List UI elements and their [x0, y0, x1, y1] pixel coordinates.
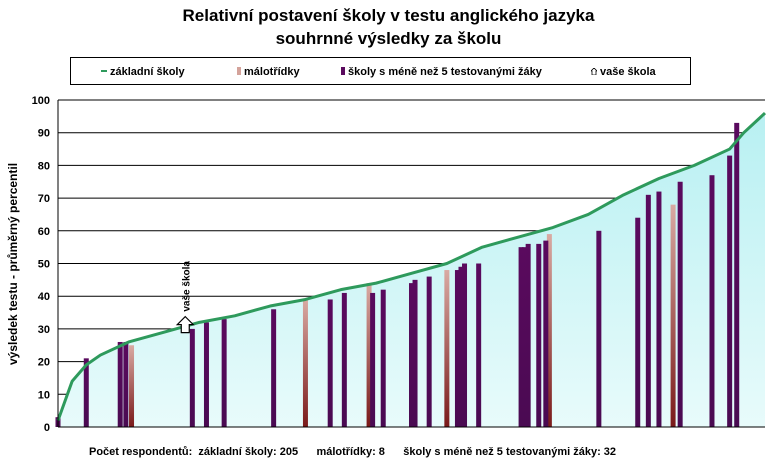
footer-prefix: Počet respondentů: [89, 446, 193, 458]
few-pupils-school-bar [525, 243, 531, 427]
y-tick-label: 40 [38, 291, 50, 303]
chart-subtitle: souhrnné výsledky za školu [275, 29, 502, 48]
few-pupils-school-bar [83, 358, 89, 427]
y-tick-label: 50 [38, 259, 50, 271]
few-pupils-school-bar [709, 175, 715, 427]
y-tick-label: 0 [44, 422, 50, 434]
few-pupils-school-bar [380, 289, 386, 427]
legend-swatch-small [237, 67, 241, 75]
few-pupils-school-bar [189, 328, 195, 427]
y-tick-label: 70 [38, 193, 50, 205]
few-pupils-school-bar [518, 247, 524, 427]
small-school-bar [302, 299, 308, 427]
legend-label-your-school: vaše škola [600, 66, 656, 78]
few-pupils-school-bar [462, 263, 468, 427]
chart-title: Relativní postavení školy v testu anglic… [182, 6, 595, 25]
y-tick-labels: 0 10 20 30 40 50 60 70 80 90 100 [32, 95, 50, 434]
few-pupils-school-bar [409, 283, 414, 427]
y-tick-label: 60 [38, 226, 50, 238]
bars-layer [55, 122, 740, 427]
few-pupils-school-bar [203, 322, 209, 427]
axes [57, 100, 765, 428]
house-arrow-icon [175, 315, 195, 334]
few-pupils-school-bar [458, 266, 464, 427]
legend-label-small: málotřídky [244, 66, 300, 78]
few-pupils-school-bar [727, 155, 733, 427]
y-tick-label: 30 [38, 324, 50, 336]
your-school-marker: vaše škola [175, 261, 195, 334]
legend-label-few: školy s méně než 5 testovanými žáky [348, 66, 542, 78]
few-pupils-school-bar [476, 263, 482, 427]
small-school-bar [129, 345, 135, 427]
few-pupils-school-bar [123, 341, 129, 427]
chart-legend: základní školy málotřídky školy s méně n… [70, 57, 691, 85]
few-pupils-school-bar [645, 194, 651, 427]
few-pupils-school-bar [522, 247, 528, 427]
legend-item-small: málotřídky [237, 66, 300, 78]
few-pupils-school-bar [426, 276, 432, 427]
basic-schools-line [56, 111, 767, 421]
few-pupils-school-bar [596, 230, 602, 427]
few-pupils-school-bar [543, 240, 549, 427]
few-pupils-school-bar [271, 309, 277, 427]
few-pupils-school-bar [677, 181, 683, 427]
few-pupils-school-bar [327, 299, 333, 427]
y-tick-label: 10 [38, 389, 50, 401]
legend-swatch-basic [101, 70, 107, 72]
area-layer [58, 113, 765, 427]
small-school-bar [670, 204, 676, 427]
few-pupils-school-bar [370, 292, 376, 427]
legend-item-few: školy s méně než 5 testovanými žáky [341, 66, 542, 78]
few-pupils-school-bar [656, 191, 662, 427]
y-tick-label: 100 [32, 95, 50, 107]
few-pupils-school-bar [117, 341, 123, 427]
your-school-label: vaše škola [181, 261, 192, 312]
few-pupils-school-bar [536, 243, 542, 427]
footer-basic: základní školy: 205 [198, 446, 299, 458]
few-pupils-school-bar [341, 292, 347, 427]
small-school-bar [366, 283, 372, 427]
y-tick-label: 20 [38, 357, 50, 369]
few-pupils-school-bar [454, 270, 460, 427]
few-pupils-school-bar [734, 122, 740, 427]
legend-item-basic: základní školy [101, 66, 185, 78]
basic-schools-area [58, 113, 765, 427]
few-pupils-school-bar [635, 217, 641, 427]
few-pupils-school-bar [412, 279, 418, 427]
small-school-bar [444, 270, 450, 427]
y-tick-label: 90 [38, 128, 50, 140]
y-axis-label: výsledek testu - průměrný percentil [6, 163, 20, 365]
y-tick-label: 80 [38, 160, 50, 172]
line-layer [56, 111, 767, 421]
legend-item-your-school: vaše škola [590, 66, 656, 78]
legend-swatch-few [341, 67, 345, 75]
respondent-counts: Počet respondentů: základní školy: 205 m… [89, 446, 616, 458]
footer-small: málotřídky: 8 [316, 446, 385, 458]
few-pupils-school-bar [221, 319, 227, 427]
small-school-bar [546, 234, 552, 427]
footer-few: školy s méně než 5 testovanými žáky: 32 [403, 446, 617, 458]
legend-label-basic: základní školy [110, 66, 185, 78]
